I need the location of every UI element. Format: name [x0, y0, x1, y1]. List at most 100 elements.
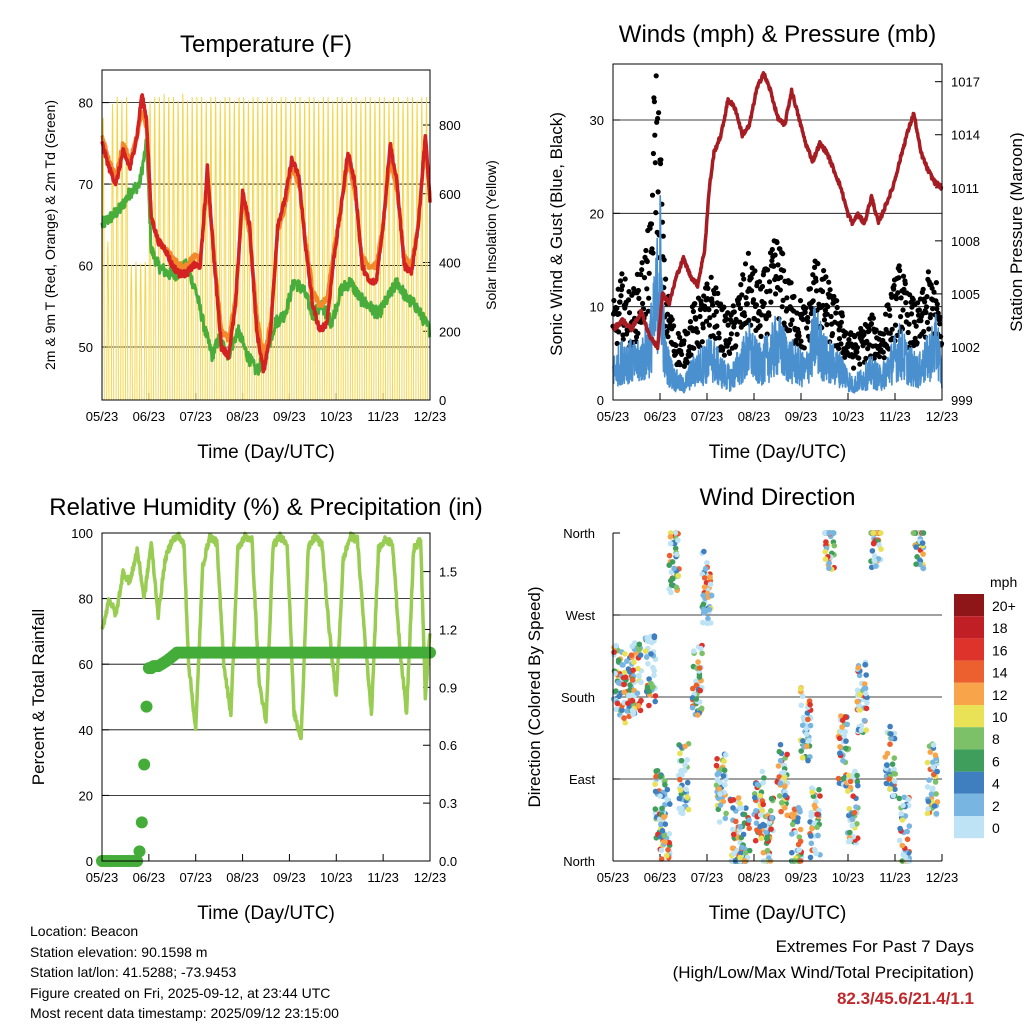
gust-point	[924, 294, 930, 300]
latlon-text: Station lat/lon: 41.5288; -73.9453	[30, 964, 237, 980]
gust-point	[731, 324, 737, 330]
x-tick-label: 09/23	[273, 870, 306, 885]
direction-point	[759, 768, 766, 775]
direction-point	[831, 542, 838, 549]
direction-point	[738, 805, 745, 811]
direction-point	[643, 654, 650, 660]
direction-point	[650, 664, 656, 671]
direction-point	[807, 722, 814, 729]
y2-tick-label: 1.2	[439, 622, 457, 637]
direction-point	[910, 530, 917, 536]
colorbar-swatch	[954, 594, 984, 617]
direction-point	[899, 842, 906, 849]
gust-point	[681, 363, 688, 369]
x-tick-label: 10/23	[832, 870, 865, 885]
gust-point	[620, 336, 626, 342]
colorbar-label: 8	[992, 731, 1000, 747]
y-tick-label: 60	[79, 657, 93, 672]
direction-point	[722, 782, 728, 788]
gust-point	[753, 302, 760, 308]
gust-point	[649, 246, 655, 252]
panel-3: 0 20 40 60 80 100 0.0 0.3 0.6 0.9 1.2 1.5 05/23 06/23…	[29, 494, 483, 924]
direction-point	[657, 793, 663, 799]
direction-point	[729, 826, 736, 833]
gust-point	[651, 95, 657, 101]
gust-point	[700, 325, 706, 331]
gust-point	[937, 314, 943, 320]
direction-point	[853, 804, 859, 810]
direction-point	[652, 788, 659, 795]
recent-data-text: Most recent data timestamp: 2025/09/12 2…	[30, 1005, 339, 1021]
direction-point	[680, 767, 686, 774]
y-axis-label: Percent & Total Rainfall	[29, 609, 48, 785]
direction-point	[730, 831, 737, 838]
direction-point	[814, 811, 820, 818]
gust-point	[892, 322, 899, 328]
direction-point	[621, 681, 627, 688]
gust-point	[761, 300, 767, 306]
gust-point	[704, 281, 710, 287]
x-tick-label: 11/23	[879, 409, 911, 424]
colorbar-label: 20+	[992, 598, 1016, 614]
gust-point	[686, 348, 692, 354]
gust-point	[921, 328, 927, 335]
direction-point	[796, 847, 802, 853]
direction-point	[930, 742, 937, 748]
direction-point	[920, 551, 926, 557]
gust-point	[868, 321, 875, 327]
direction-point	[925, 798, 932, 805]
gust-point	[742, 313, 748, 319]
direction-point	[768, 826, 774, 832]
direction-point	[764, 835, 770, 842]
direction-point	[613, 642, 619, 649]
station-info: Location: Beacon Station elevation: 90.1…	[30, 921, 339, 1024]
direction-point	[934, 799, 941, 805]
gust-point	[873, 327, 879, 333]
direction-point	[652, 693, 659, 699]
direction-point	[637, 652, 644, 658]
direction-point	[822, 530, 828, 536]
gust-point	[721, 352, 728, 358]
elevation-text: Station elevation: 90.1598 m	[30, 943, 208, 960]
gust-point	[766, 279, 773, 285]
gust-point	[898, 295, 904, 301]
direction-point	[664, 852, 670, 859]
y-tick-label: East	[569, 772, 595, 787]
gust-point	[737, 305, 744, 312]
y-tick-label: 50	[79, 340, 93, 355]
gust-point	[720, 345, 726, 351]
colorbar-title: mph	[990, 574, 1017, 590]
gust-point	[827, 287, 833, 293]
direction-point	[896, 795, 903, 802]
direction-point	[696, 665, 703, 671]
gust-point	[616, 329, 622, 335]
extremes-title: Extremes For Past 7 Days	[775, 937, 974, 956]
direction-point	[925, 806, 931, 812]
gust-point	[924, 319, 931, 325]
gust-point	[805, 319, 811, 325]
direction-point	[705, 615, 711, 622]
direction-point	[790, 814, 796, 820]
gust-point	[713, 309, 720, 315]
gust-point	[764, 331, 770, 337]
y2-tick-label: 1.5	[439, 565, 457, 580]
direction-point	[835, 775, 842, 782]
direction-point	[723, 752, 729, 758]
gust-point	[813, 278, 819, 284]
x-tick-label: 12/23	[926, 870, 959, 885]
gust-point	[691, 345, 697, 351]
direction-point	[934, 768, 940, 775]
gust-point	[736, 296, 743, 302]
direction-point	[778, 799, 785, 806]
direction-point	[811, 802, 818, 809]
direction-point	[855, 782, 861, 789]
direction-point	[717, 791, 723, 797]
gust-point	[934, 301, 940, 307]
gust-point	[854, 349, 860, 355]
direction-point	[799, 722, 806, 729]
gust-point	[833, 310, 839, 316]
direction-point	[782, 805, 788, 811]
direction-point	[757, 793, 764, 799]
colorbar-label: 12	[992, 687, 1008, 703]
gust-point	[767, 288, 773, 294]
